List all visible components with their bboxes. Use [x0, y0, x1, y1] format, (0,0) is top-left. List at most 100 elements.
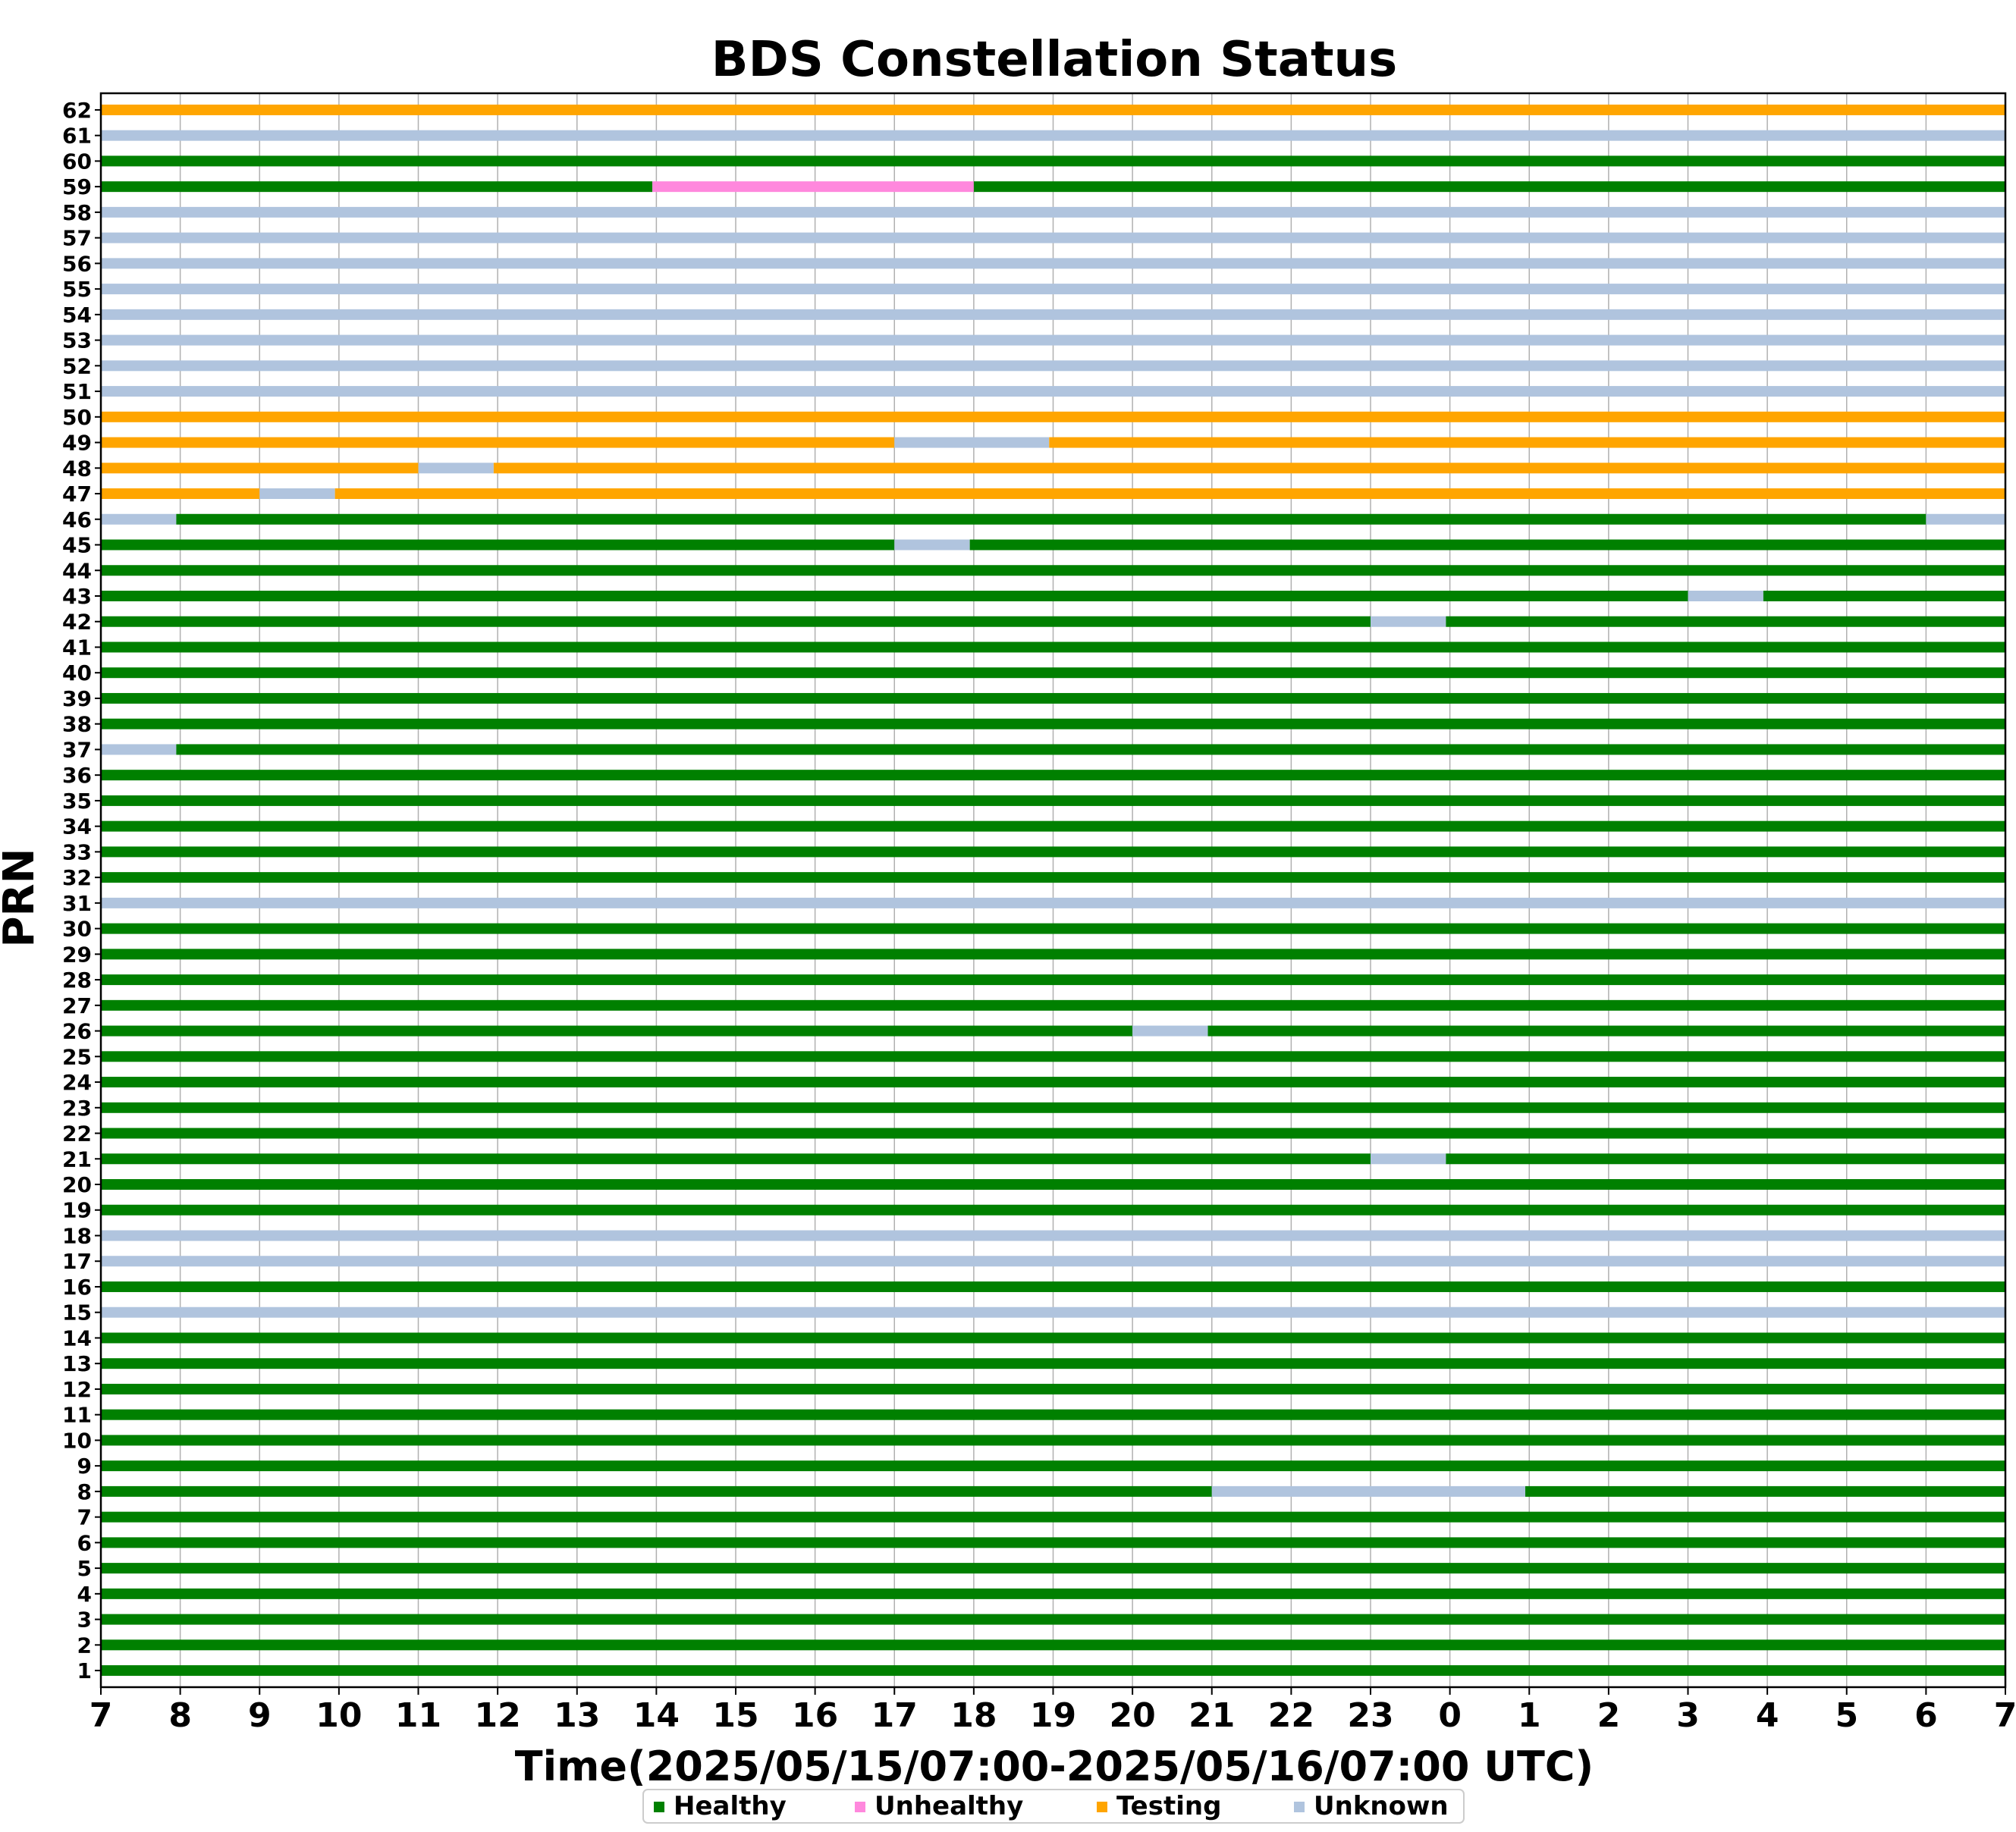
- y-axis: 1234567891011121314151617181920212223242…: [62, 98, 101, 1683]
- y-tick-label: 48: [62, 456, 92, 481]
- status-bar-prn-13-healthy: [101, 1358, 2005, 1369]
- x-tick-label: 19: [1030, 1696, 1076, 1735]
- status-bar-prn-8-healthy: [1525, 1485, 2005, 1497]
- status-bar-prn-50-testing: [101, 411, 2005, 422]
- status-bar-prn-1-healthy: [101, 1665, 2005, 1677]
- status-bar-prn-20-healthy: [101, 1179, 2005, 1190]
- x-tick-label: 7: [89, 1696, 113, 1735]
- y-tick-label: 42: [62, 610, 92, 635]
- x-tick-label: 22: [1268, 1696, 1314, 1735]
- status-bar-prn-26-unknown: [1132, 1025, 1208, 1037]
- legend-frame: [642, 1789, 1465, 1824]
- y-tick-label: 38: [62, 712, 92, 737]
- y-tick-label: 14: [62, 1325, 92, 1350]
- y-tick-label: 26: [62, 1019, 92, 1044]
- y-tick-label: 15: [62, 1300, 92, 1325]
- y-tick-label: 58: [62, 200, 92, 225]
- status-bar-prn-60-healthy: [101, 155, 2005, 167]
- status-bar-prn-32-healthy: [101, 872, 2005, 883]
- status-bar-prn-42-healthy: [1446, 616, 2005, 627]
- legend-swatch-unhealthy: [855, 1802, 865, 1812]
- x-tick-label: 4: [1756, 1696, 1779, 1735]
- x-tick-label: 0: [1438, 1696, 1462, 1735]
- status-bar-prn-9-healthy: [101, 1460, 2005, 1472]
- y-tick-label: 17: [62, 1249, 92, 1274]
- x-tick-label: 14: [633, 1696, 680, 1735]
- y-tick-label: 54: [62, 303, 92, 328]
- y-tick-label: 21: [62, 1147, 92, 1172]
- legend: Healthy Unhealthy Testing Unknown: [642, 1789, 1465, 1824]
- status-bar-prn-21-unknown: [1371, 1153, 1446, 1165]
- status-bar-prn-45-unknown: [894, 539, 970, 551]
- status-bar-prn-46-unknown: [1926, 513, 2005, 525]
- y-tick-label: 60: [62, 149, 92, 174]
- status-bar-prn-16-healthy: [101, 1281, 2005, 1292]
- status-bar-prn-53-unknown: [101, 334, 2005, 346]
- y-tick-label: 46: [62, 507, 92, 532]
- status-bar-prn-2-healthy: [101, 1639, 2005, 1651]
- y-tick-label: 28: [62, 968, 92, 993]
- y-tick-label: 30: [62, 917, 92, 942]
- status-bar-prn-8-unknown: [1211, 1485, 1526, 1497]
- status-bar-prn-34-healthy: [101, 820, 2005, 832]
- y-tick-label: 39: [62, 686, 92, 711]
- x-tick-label: 23: [1347, 1696, 1393, 1735]
- status-bar-prn-27-healthy: [101, 999, 2005, 1011]
- x-tick-label: 16: [792, 1696, 838, 1735]
- x-tick-label: 7: [1994, 1696, 2016, 1735]
- status-bar-prn-47-testing: [101, 488, 260, 500]
- status-bar-prn-45-healthy: [969, 539, 2005, 551]
- status-bar-prn-46-unknown: [101, 513, 177, 525]
- status-bar-prn-7-healthy: [101, 1511, 2005, 1523]
- status-bar-prn-33-healthy: [101, 846, 2005, 858]
- x-tick-label: 5: [1835, 1696, 1858, 1735]
- y-tick-label: 61: [62, 124, 92, 149]
- status-bar-prn-10-healthy: [101, 1435, 2005, 1446]
- y-tick-label: 56: [62, 251, 92, 276]
- status-bar-prn-43-healthy: [101, 590, 1688, 601]
- y-tick-label: 35: [62, 789, 92, 814]
- status-bar-prn-14-healthy: [101, 1332, 2005, 1344]
- status-bar-prn-35-healthy: [101, 795, 2005, 806]
- status-bar-prn-21-healthy: [1446, 1153, 2005, 1165]
- x-axis: 7 8 9 10 11 12 13 14 15 16 17 18 19 20 21 22 23 0 1 2 3 4 5 6 7: [89, 1687, 2016, 1735]
- status-bar-prn-46-healthy: [176, 513, 1927, 525]
- y-tick-label: 6: [77, 1530, 92, 1555]
- status-bar-prn-23-healthy: [101, 1102, 2005, 1113]
- y-tick-label: 40: [62, 660, 92, 685]
- y-tick-label: 2: [77, 1633, 92, 1658]
- y-tick-label: 19: [62, 1198, 92, 1223]
- y-tick-label: 43: [62, 584, 92, 609]
- status-bar-prn-43-healthy: [1763, 590, 2005, 601]
- y-tick-label: 50: [62, 405, 92, 430]
- x-tick-label: 21: [1189, 1696, 1235, 1735]
- status-bar-prn-47-testing: [334, 488, 2005, 500]
- status-bar-prn-59-healthy: [101, 181, 653, 193]
- status-bar-prn-59-unhealthy: [652, 181, 974, 193]
- status-bar-prn-57-unknown: [101, 232, 2005, 243]
- y-tick-label: 34: [62, 814, 92, 839]
- y-tick-label: 10: [62, 1428, 92, 1453]
- status-bar-prn-42-unknown: [1371, 616, 1446, 627]
- status-bar-prn-30-healthy: [101, 923, 2005, 934]
- y-tick-label: 29: [62, 942, 92, 967]
- status-bar-prn-62-testing: [101, 104, 2005, 115]
- legend-label-testing: Testing: [1116, 1791, 1221, 1821]
- status-bar-prn-45-healthy: [101, 539, 895, 551]
- y-tick-label: 27: [62, 993, 92, 1018]
- status-bar-prn-48-testing: [101, 463, 419, 474]
- y-tick-label: 37: [62, 737, 92, 762]
- y-tick-label: 8: [77, 1479, 92, 1504]
- status-bar-prn-24-healthy: [101, 1077, 2005, 1088]
- status-bar-prn-51-unknown: [101, 386, 2005, 397]
- status-bar-prn-43-unknown: [1688, 590, 1763, 601]
- status-bar-prn-8-healthy: [101, 1485, 1212, 1497]
- y-tick-label: 24: [62, 1070, 92, 1095]
- status-bar-prn-19-healthy: [101, 1204, 2005, 1216]
- legend-swatch-unknown: [1294, 1802, 1305, 1812]
- y-tick-label: 52: [62, 353, 92, 378]
- status-bar-prn-54-unknown: [101, 309, 2005, 320]
- x-tick-label: 15: [712, 1696, 758, 1735]
